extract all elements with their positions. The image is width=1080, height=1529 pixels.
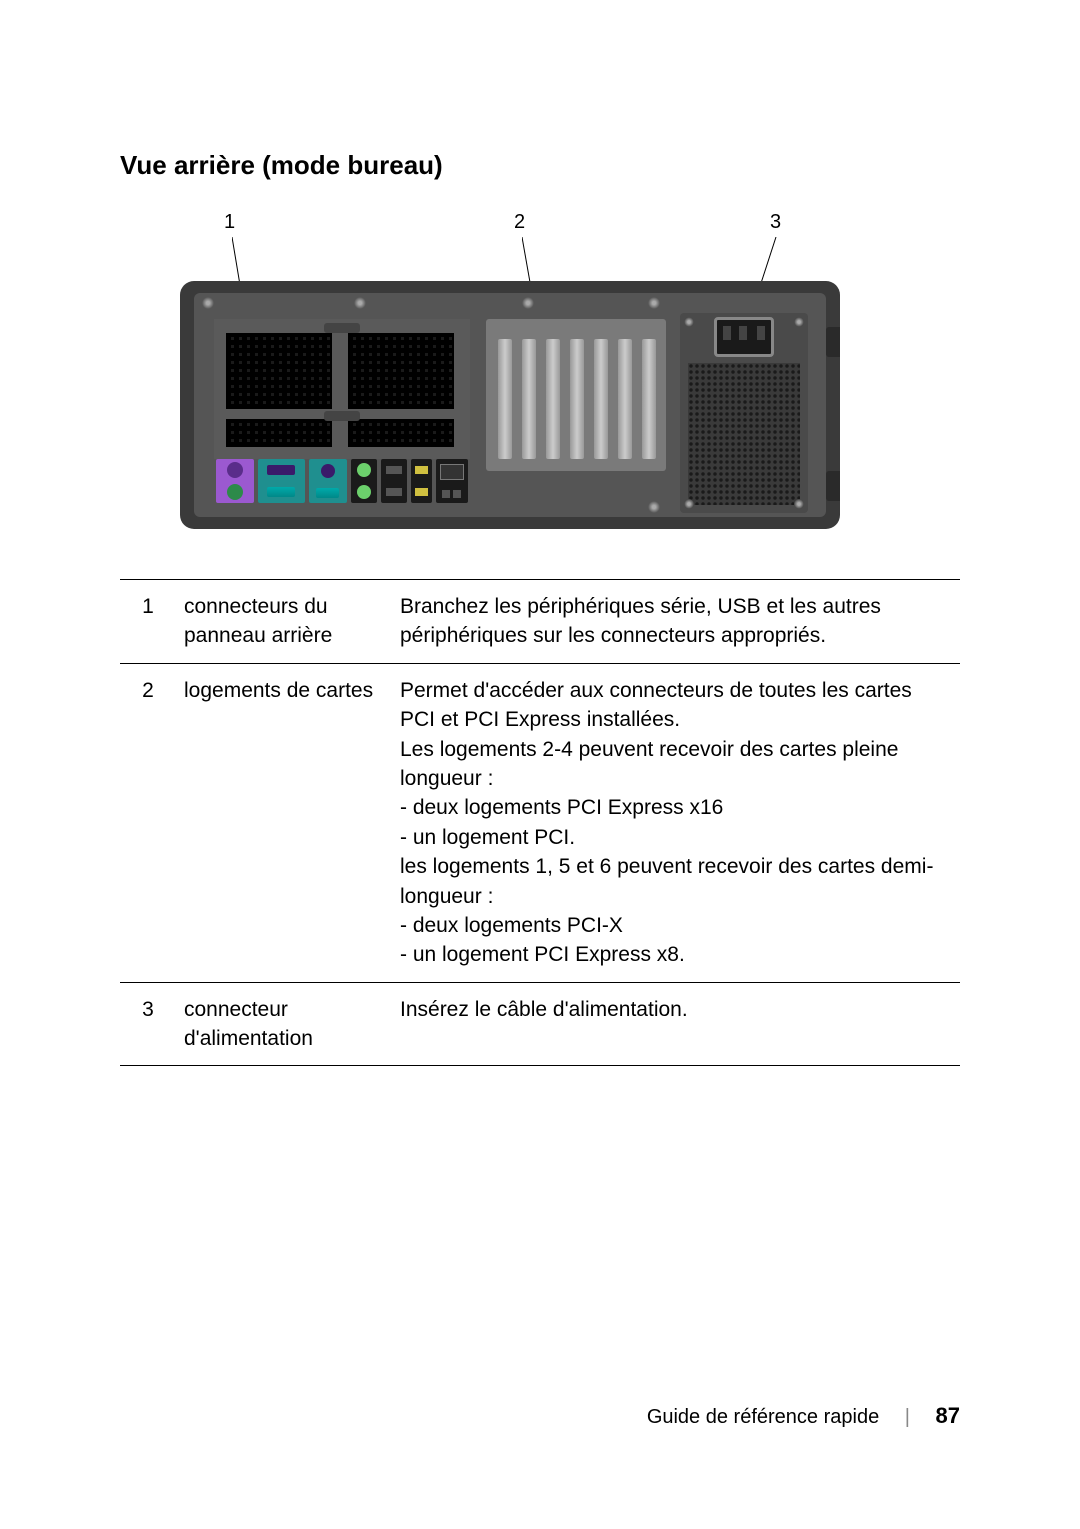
callout-3: 3 — [770, 211, 781, 234]
row-desc: Branchez les périphériques série, USB et… — [392, 580, 960, 663]
table-row: 1 connecteurs du panneau arrière Branche… — [120, 580, 960, 663]
back-panel-connectors — [214, 457, 470, 505]
row-desc: Permet d'accéder aux connecteurs de tout… — [392, 663, 960, 982]
table-row: 3 connecteur d'alimentation Insérez le c… — [120, 982, 960, 1066]
row-num: 1 — [120, 580, 176, 663]
row-term: connecteurs du panneau arrière — [176, 580, 392, 663]
power-supply — [680, 313, 808, 513]
row-desc: Insérez le câble d'alimentation. — [392, 982, 960, 1066]
footer-title: Guide de référence rapide — [647, 1406, 879, 1428]
table-row: 2 logements de cartes Permet d'accéder a… — [120, 663, 960, 982]
row-num: 2 — [120, 663, 176, 982]
row-term: connecteur d'alimentation — [176, 982, 392, 1066]
page-number: 87 — [936, 1403, 960, 1428]
power-connector-icon — [714, 317, 774, 357]
section-heading: Vue arrière (mode bureau) — [120, 150, 960, 181]
rear-view-diagram: 1 2 3 — [120, 211, 960, 529]
computer-chassis — [180, 281, 840, 529]
row-num: 3 — [120, 982, 176, 1066]
callout-1: 1 — [224, 211, 235, 234]
row-term: logements de cartes — [176, 663, 392, 982]
callout-table: 1 connecteurs du panneau arrière Branche… — [120, 580, 960, 1066]
card-slots — [486, 319, 666, 471]
footer-separator: | — [905, 1406, 910, 1428]
ventilation-panel — [214, 319, 470, 459]
page-footer: Guide de référence rapide | 87 — [0, 1403, 960, 1429]
callout-2: 2 — [514, 211, 525, 234]
